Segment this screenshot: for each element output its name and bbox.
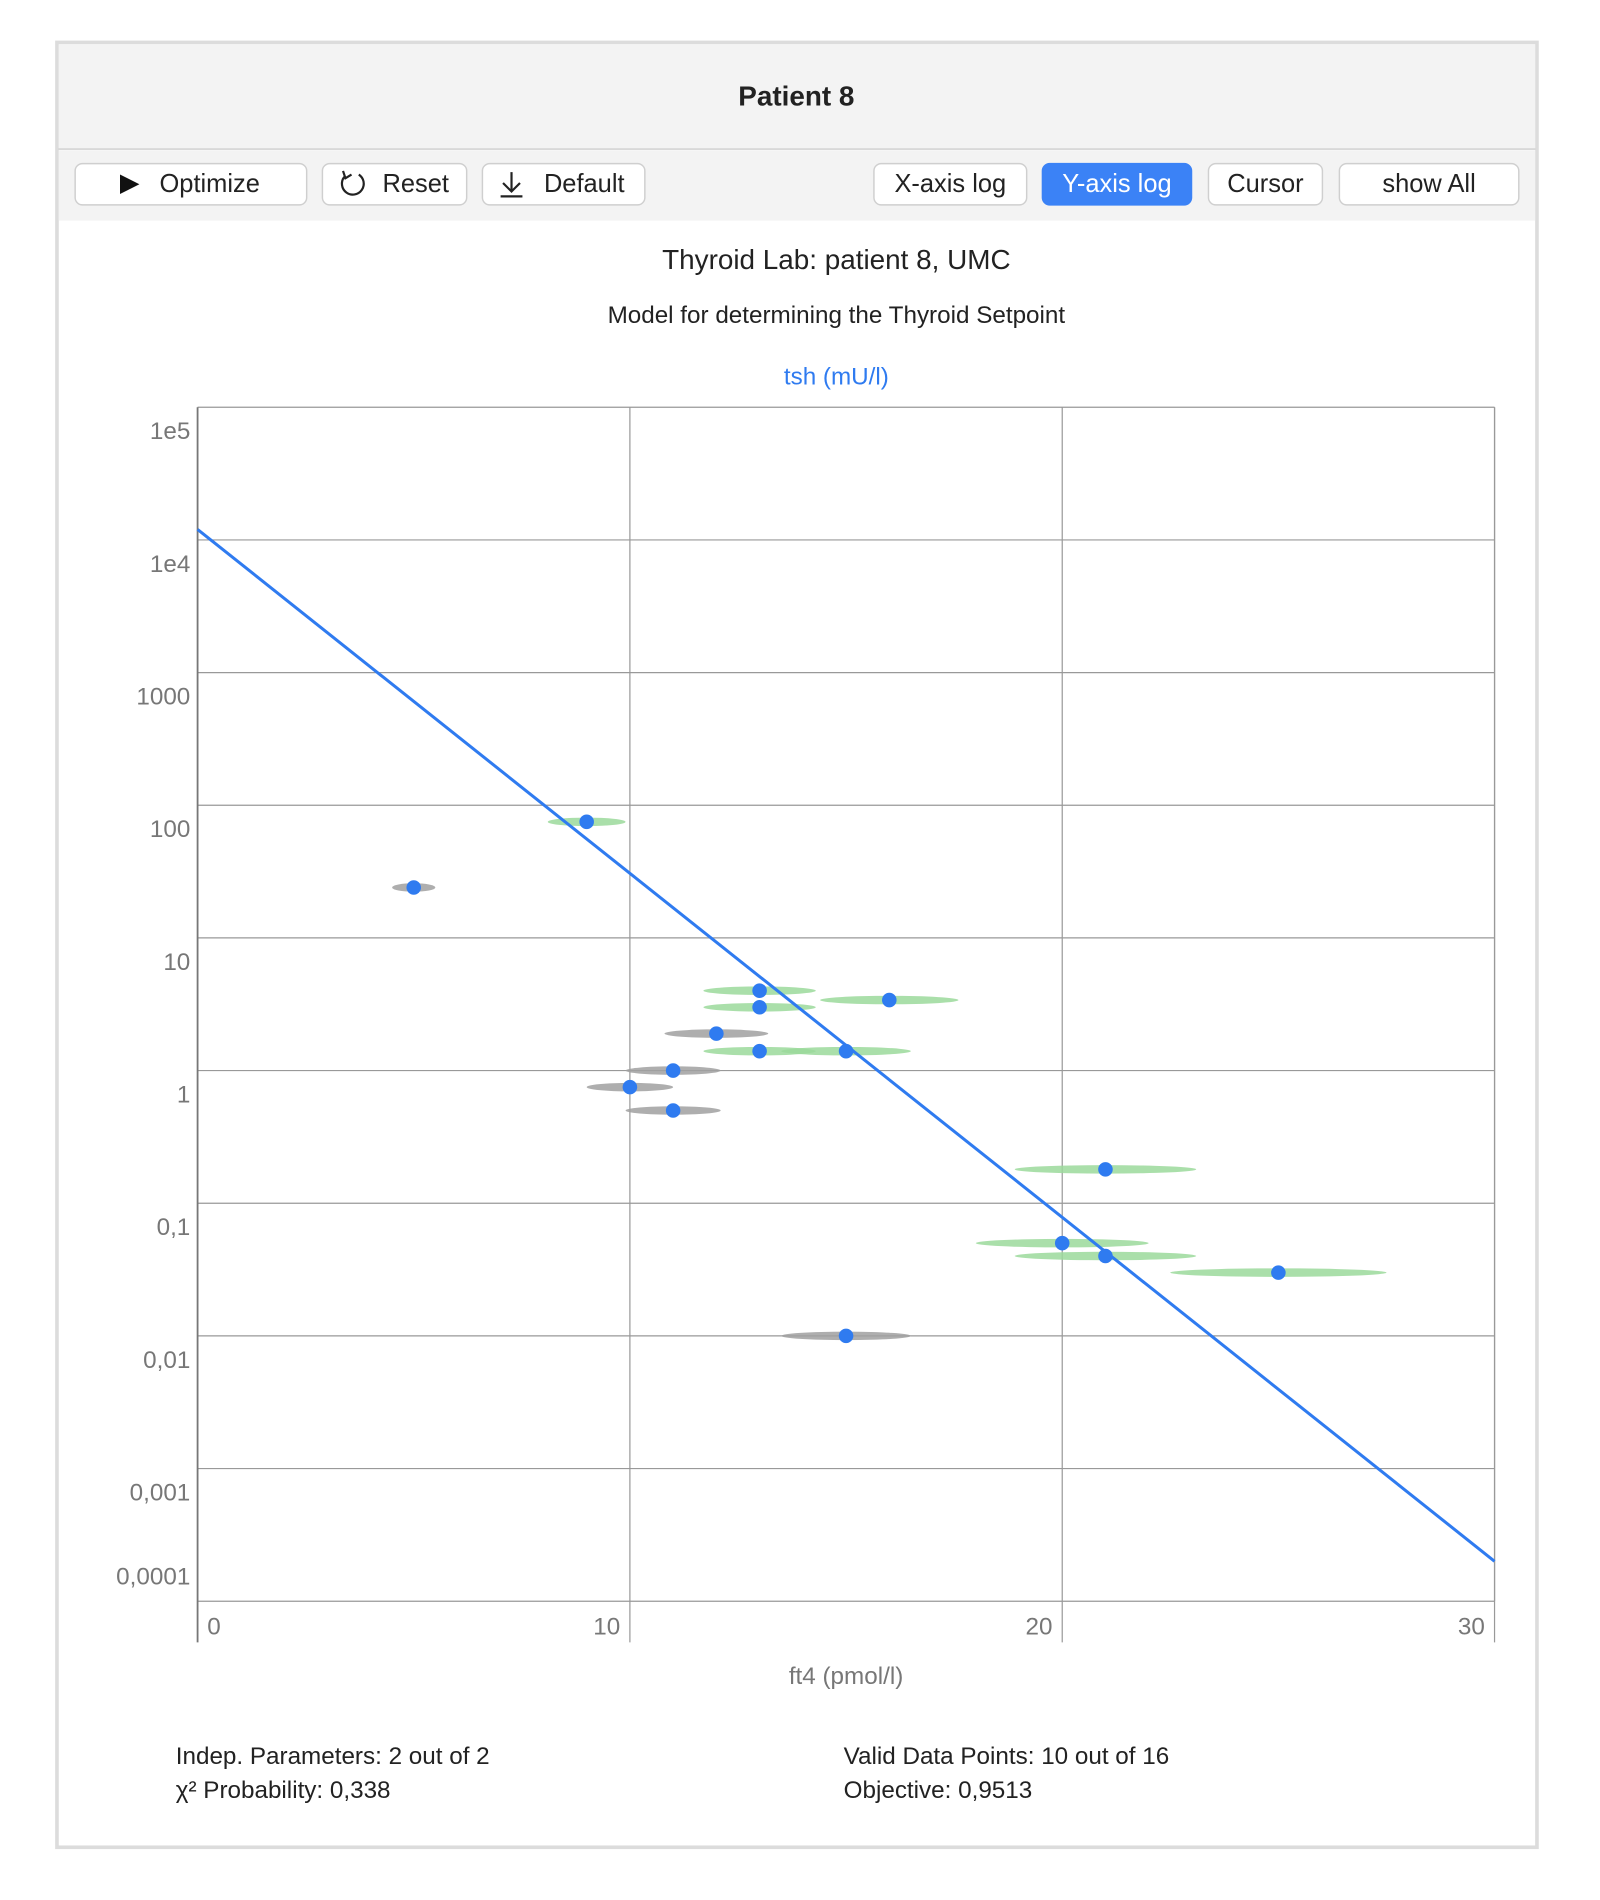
y-tick-label: 0,001 xyxy=(130,1479,191,1506)
button-label[interactable]: Optimize xyxy=(160,170,260,198)
data-point xyxy=(838,1043,854,1059)
data-point xyxy=(709,1026,724,1041)
chart-title: Thyroid Lab: patient 8, UMC xyxy=(662,244,1010,275)
stat: χ² Probability: 0,338 xyxy=(176,1777,391,1804)
x-axis-label: ft4 (pmol/l) xyxy=(789,1663,903,1690)
y-tick-label: 1e5 xyxy=(150,418,190,445)
button[interactable] xyxy=(74,162,308,206)
y-tick-label: 1000 xyxy=(136,683,190,710)
data-point xyxy=(665,1063,681,1078)
data-point xyxy=(752,1000,767,1015)
reset-icon-head xyxy=(341,170,353,180)
data-point xyxy=(1098,1162,1113,1177)
data-point xyxy=(752,1043,767,1059)
chart-subtitle: Model for determining the Thyroid Setpoi… xyxy=(608,302,1066,329)
button[interactable] xyxy=(321,162,468,206)
x-tick-label: 10 xyxy=(593,1613,620,1640)
x-tick-label: 30 xyxy=(1458,1613,1485,1640)
data-point xyxy=(665,1103,681,1118)
button[interactable] xyxy=(1207,162,1324,206)
data-point xyxy=(1098,1248,1113,1264)
y-tick-label: 0,01 xyxy=(143,1347,190,1374)
button[interactable] xyxy=(1338,162,1520,206)
button[interactable] xyxy=(481,162,646,206)
stat: Objective: 0,9513 xyxy=(844,1777,1033,1804)
window-title: Patient 8 xyxy=(738,81,854,112)
button[interactable] xyxy=(873,162,1028,206)
y-tick-label: 0,1 xyxy=(157,1214,191,1241)
x-tick-label: 20 xyxy=(1026,1613,1053,1640)
y-tick-label: 0,0001 xyxy=(116,1564,190,1591)
x-tick-label: 0 xyxy=(207,1613,220,1640)
button-label[interactable]: Cursor xyxy=(1227,170,1304,198)
reset-icon xyxy=(340,173,365,196)
header xyxy=(58,44,1536,149)
button-label[interactable]: Reset xyxy=(383,170,449,198)
y-tick-label: 1 xyxy=(177,1081,190,1108)
download-icon xyxy=(500,172,523,198)
button[interactable] xyxy=(1041,162,1193,206)
button-label[interactable]: show All xyxy=(1382,170,1475,198)
data-point xyxy=(1271,1265,1286,1280)
button-label[interactable]: Default xyxy=(544,170,625,198)
data-point xyxy=(838,1328,854,1344)
y-tick-label: 10 xyxy=(163,949,190,976)
data-point xyxy=(406,880,422,895)
data-point xyxy=(579,814,594,830)
y-tick-label: 1e4 xyxy=(150,551,190,578)
data-point xyxy=(1054,1235,1070,1251)
button-label[interactable]: X-axis log xyxy=(894,170,1006,198)
stat: Indep. Parameters: 2 out of 2 xyxy=(176,1743,490,1770)
data-point xyxy=(622,1079,638,1095)
data-point xyxy=(882,992,897,1008)
stat: Valid Data Points: 10 out of 16 xyxy=(844,1743,1170,1770)
window-frame xyxy=(55,40,1539,1850)
y-axis-label: tsh (mU/l) xyxy=(784,364,889,391)
y-tick-label: 100 xyxy=(150,816,190,843)
button-label[interactable]: Y-axis log xyxy=(1062,170,1171,198)
data-point xyxy=(752,983,767,998)
play-icon xyxy=(120,174,140,194)
